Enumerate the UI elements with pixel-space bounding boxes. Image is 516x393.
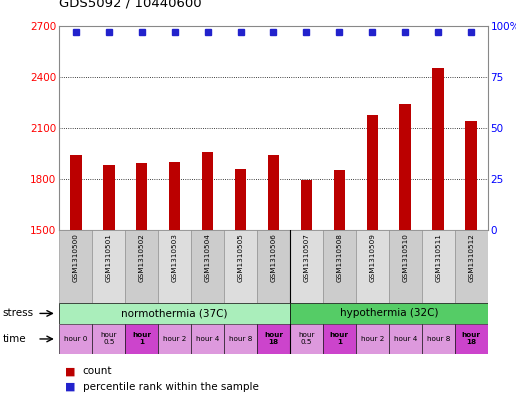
Text: GSM1310501: GSM1310501	[106, 233, 112, 283]
Text: hour 4: hour 4	[394, 336, 417, 342]
Text: hour 8: hour 8	[229, 336, 252, 342]
Text: hour 2: hour 2	[163, 336, 186, 342]
Bar	[366, 115, 378, 230]
Text: GSM1310510: GSM1310510	[402, 233, 408, 283]
Bar	[59, 230, 92, 303]
Bar	[59, 303, 290, 324]
Bar	[257, 324, 290, 354]
Text: hour 4: hour 4	[196, 336, 219, 342]
Bar	[257, 230, 290, 303]
Bar	[125, 230, 158, 303]
Text: hour
0.5: hour 0.5	[298, 332, 315, 345]
Text: count: count	[83, 366, 112, 376]
Text: hour
1: hour 1	[330, 332, 349, 345]
Bar	[301, 180, 312, 230]
Text: GSM1310500: GSM1310500	[73, 233, 79, 283]
Bar	[235, 169, 246, 230]
Bar	[323, 324, 356, 354]
Bar	[125, 324, 158, 354]
Text: GSM1310503: GSM1310503	[172, 233, 178, 283]
Text: GSM1310502: GSM1310502	[139, 233, 144, 283]
Bar	[191, 230, 224, 303]
Bar	[158, 324, 191, 354]
Bar	[224, 324, 257, 354]
Text: percentile rank within the sample: percentile rank within the sample	[83, 382, 259, 392]
Bar	[323, 230, 356, 303]
Bar	[92, 324, 125, 354]
Text: time: time	[3, 334, 26, 344]
Text: GSM1310507: GSM1310507	[303, 233, 310, 283]
Text: GSM1310509: GSM1310509	[369, 233, 375, 283]
Bar	[432, 68, 444, 230]
Text: hour 0: hour 0	[64, 336, 88, 342]
Text: ■: ■	[64, 382, 75, 392]
Text: normothermia (37C): normothermia (37C)	[121, 309, 228, 318]
Bar	[158, 230, 191, 303]
Bar	[191, 324, 224, 354]
Bar	[290, 324, 323, 354]
Bar	[92, 230, 125, 303]
Bar	[59, 324, 92, 354]
Bar	[455, 230, 488, 303]
Bar	[224, 230, 257, 303]
Text: ■: ■	[64, 366, 75, 376]
Bar	[399, 104, 411, 230]
Text: GSM1310506: GSM1310506	[270, 233, 277, 283]
Bar	[389, 324, 422, 354]
Bar	[169, 162, 181, 230]
Text: hour 8: hour 8	[427, 336, 450, 342]
Bar	[334, 170, 345, 230]
Bar	[136, 163, 148, 230]
Bar	[290, 303, 488, 324]
Bar	[455, 324, 488, 354]
Bar	[389, 230, 422, 303]
Text: GSM1310504: GSM1310504	[204, 233, 211, 283]
Text: GSM1310511: GSM1310511	[435, 233, 441, 283]
Bar	[70, 155, 82, 230]
Bar	[103, 165, 115, 230]
Text: stress: stress	[3, 309, 34, 318]
Text: GSM1310505: GSM1310505	[237, 233, 244, 283]
Text: GSM1310512: GSM1310512	[468, 233, 474, 283]
Bar	[356, 324, 389, 354]
Bar	[202, 152, 213, 230]
Text: GDS5092 / 10440600: GDS5092 / 10440600	[59, 0, 202, 10]
Bar	[422, 230, 455, 303]
Bar	[268, 155, 279, 230]
Text: hypothermia (32C): hypothermia (32C)	[340, 309, 438, 318]
Text: hour
18: hour 18	[264, 332, 283, 345]
Bar	[356, 230, 389, 303]
Text: hour
1: hour 1	[132, 332, 151, 345]
Text: hour 2: hour 2	[361, 336, 384, 342]
Bar	[422, 324, 455, 354]
Text: hour
18: hour 18	[462, 332, 480, 345]
Bar	[290, 230, 323, 303]
Text: GSM1310508: GSM1310508	[336, 233, 343, 283]
Text: hour
0.5: hour 0.5	[101, 332, 117, 345]
Bar	[465, 121, 477, 230]
